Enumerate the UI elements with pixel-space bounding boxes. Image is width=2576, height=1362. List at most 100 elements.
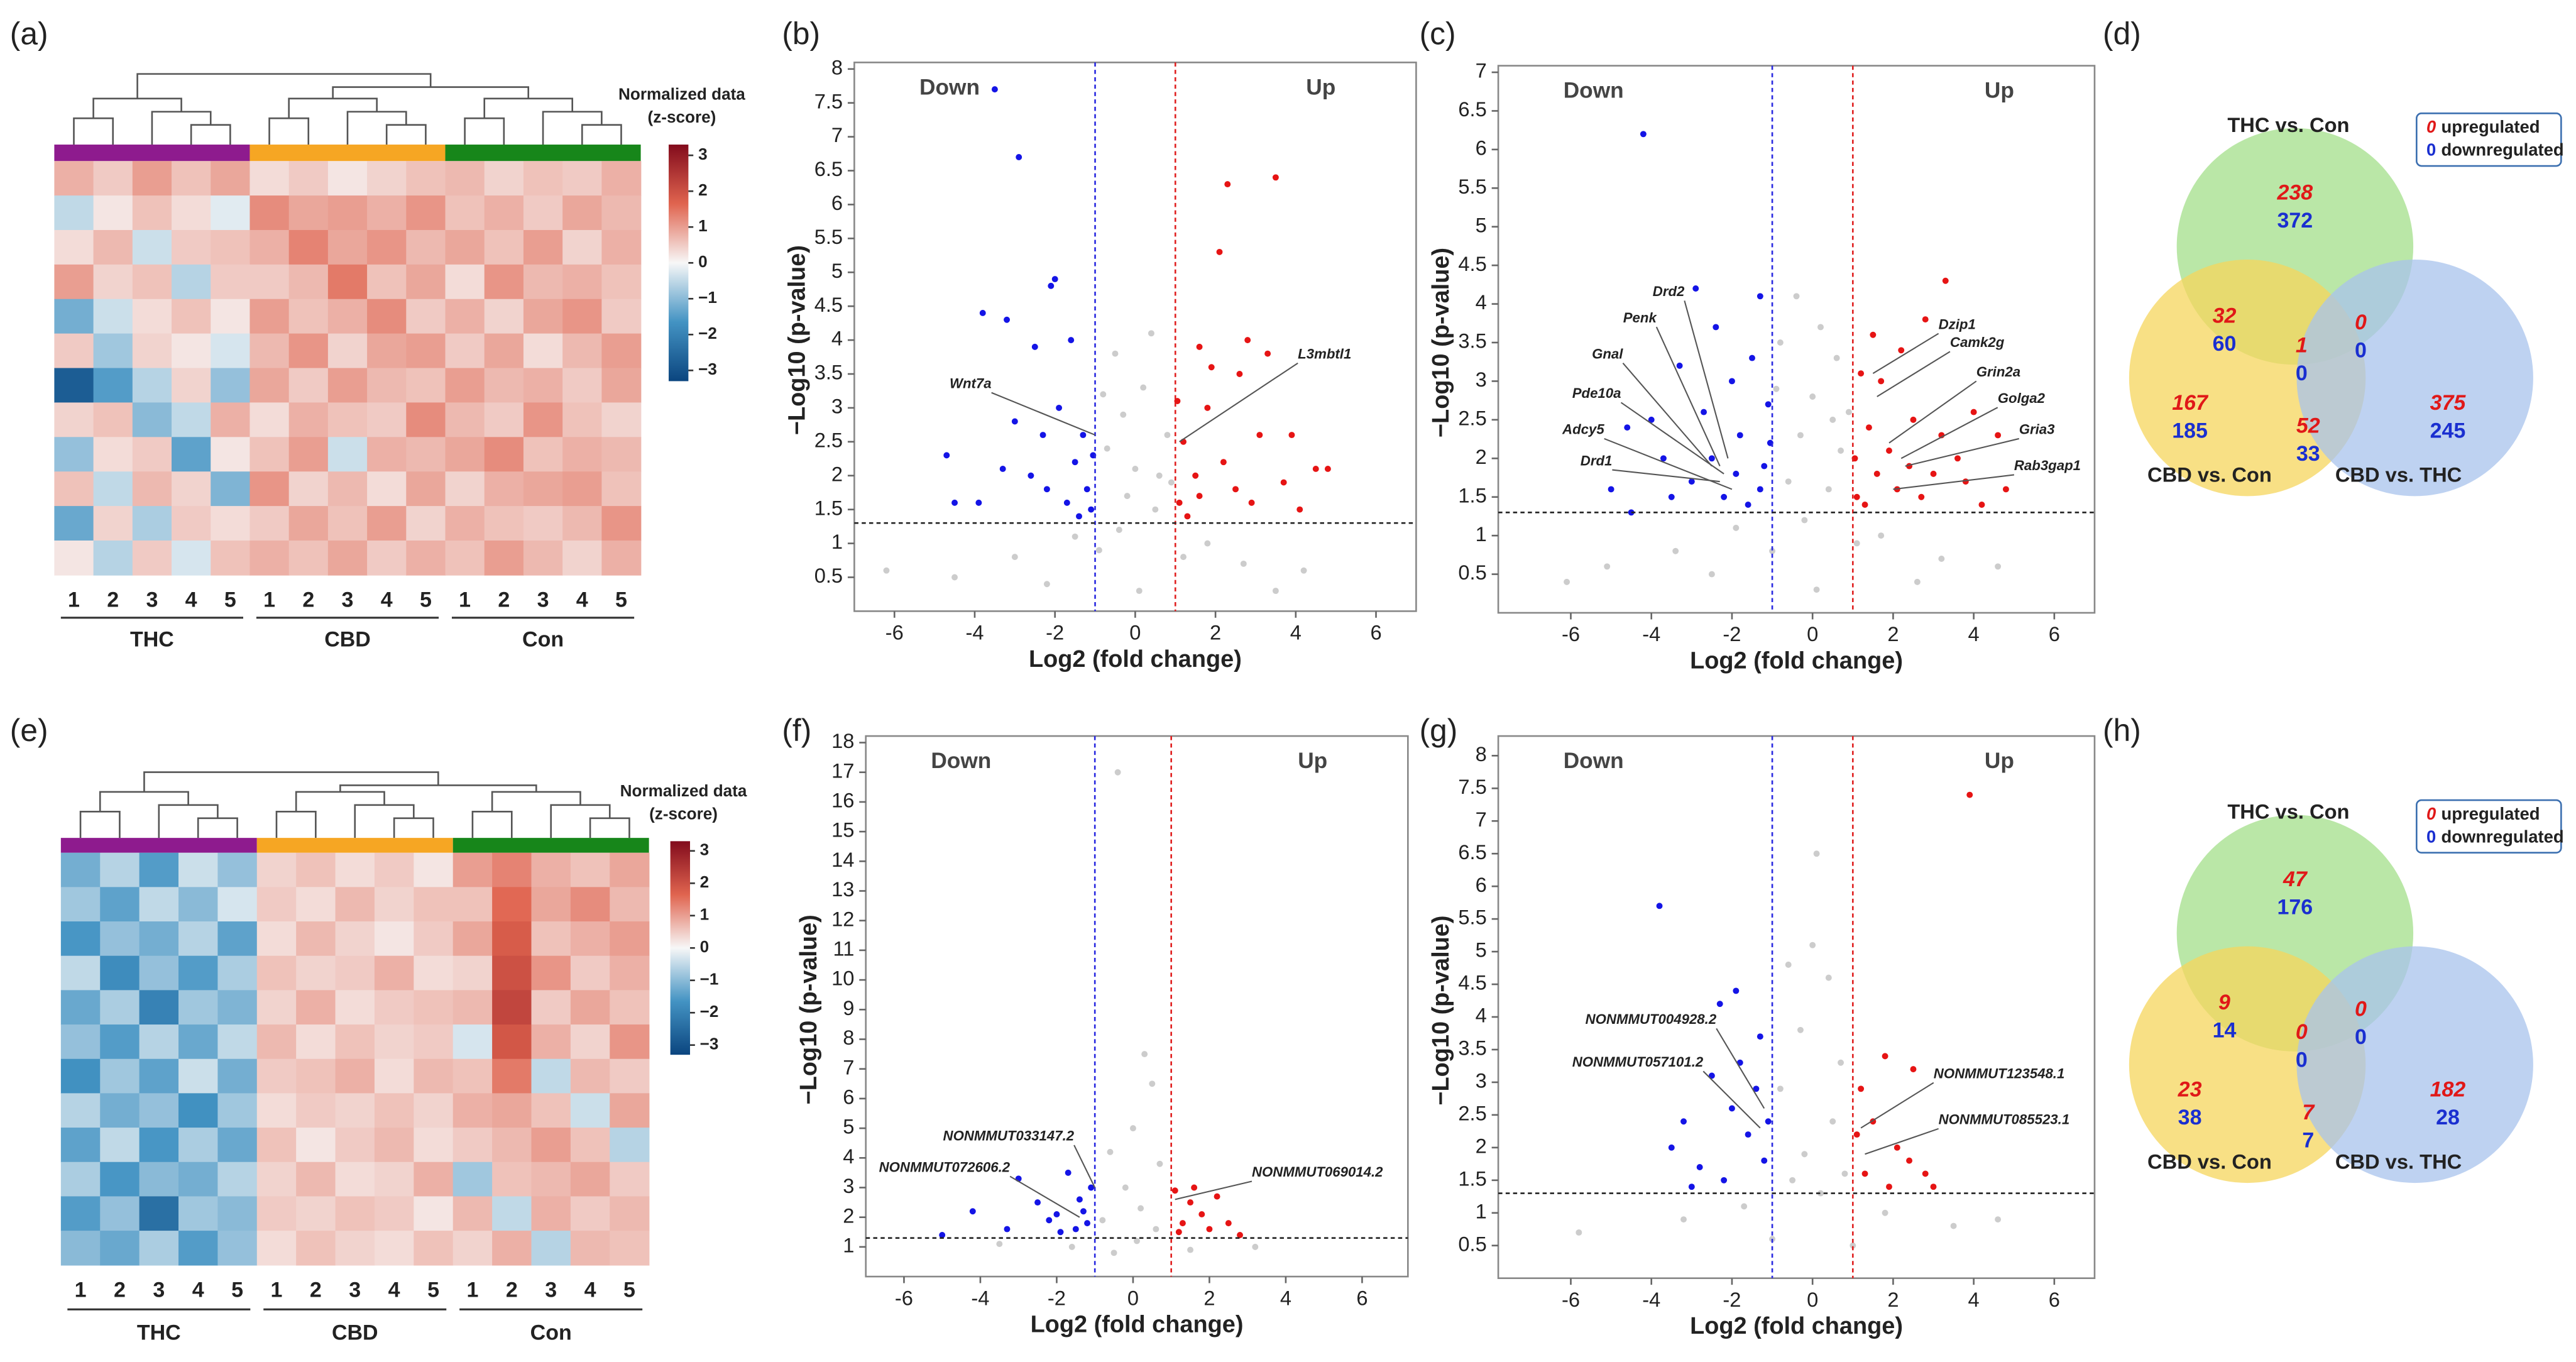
- heat-cell: [492, 1231, 532, 1266]
- heat-cell: [217, 1128, 258, 1163]
- legend-up-value: 0: [2426, 804, 2436, 823]
- heat-cell: [374, 1162, 415, 1197]
- set-label: CBD vs. THC: [2335, 463, 2462, 486]
- heat-cell: [178, 1093, 219, 1128]
- heat-cell: [178, 955, 219, 991]
- heat-cell: [256, 887, 297, 922]
- region-down: 176: [2277, 896, 2313, 920]
- heat-cell: [60, 1058, 101, 1094]
- heat-cell: [172, 541, 212, 576]
- gene-leader: [1860, 1082, 1934, 1129]
- heat-cell: [610, 1058, 650, 1094]
- gene-label: NONMMUT072606.2: [879, 1159, 1011, 1175]
- heat-cell: [484, 161, 524, 196]
- point: [1148, 330, 1154, 337]
- y-tick-label: 2.5: [1458, 407, 1486, 430]
- gene-label: Penk: [1623, 310, 1658, 326]
- heat-cell: [335, 921, 375, 957]
- y-tick-label: 8: [831, 55, 843, 79]
- set-label: CBD vs. THC: [2335, 1150, 2462, 1173]
- heat-cell: [211, 299, 251, 334]
- heat-cell: [335, 1093, 375, 1128]
- heat-cell: [256, 1093, 297, 1128]
- heat-cell: [172, 299, 212, 334]
- point: [1865, 424, 1872, 431]
- point: [1721, 493, 1728, 500]
- point: [1057, 1229, 1064, 1236]
- point: [1141, 1051, 1148, 1058]
- heat-cell: [523, 195, 563, 231]
- region-down: 0: [2296, 1048, 2308, 1072]
- gene-label: NONMMUT057101.2: [1572, 1054, 1704, 1070]
- point: [1236, 371, 1243, 377]
- point: [1080, 1208, 1087, 1215]
- point: [1216, 248, 1223, 255]
- dendrogram-branch: [464, 97, 622, 145]
- y-tick-label: 4.5: [814, 293, 843, 316]
- point: [1179, 1220, 1186, 1227]
- heat-cell: [211, 437, 251, 473]
- point: [1153, 1226, 1159, 1233]
- point: [969, 1208, 976, 1215]
- heat-cell: [601, 264, 642, 300]
- heat-cell: [93, 471, 133, 507]
- heat-cell: [610, 1196, 650, 1231]
- point: [1713, 324, 1719, 331]
- heat-cell: [531, 1024, 571, 1060]
- heat-cell: [249, 195, 290, 231]
- gene-leader: [1872, 332, 1939, 375]
- point: [996, 1241, 1003, 1248]
- colorbar-tick-label: 3: [698, 145, 708, 163]
- heat-cell: [570, 1058, 611, 1094]
- heat-cell: [172, 333, 212, 369]
- point: [1736, 432, 1743, 439]
- y-tick-label: 6.5: [1458, 840, 1486, 864]
- dendrogram-branch: [79, 791, 238, 838]
- heat-cell: [601, 541, 642, 576]
- point: [1858, 370, 1865, 377]
- gene-label: Rab3gap1: [2014, 458, 2081, 473]
- gene-label: NONMMUT123548.1: [1934, 1065, 2065, 1081]
- y-tick-label: 9: [843, 996, 854, 1019]
- point: [979, 309, 986, 316]
- point: [1324, 466, 1331, 472]
- region-down: 245: [2430, 419, 2466, 442]
- heat-cell: [445, 333, 485, 369]
- point: [1137, 1205, 1144, 1212]
- heat-cell: [610, 1231, 650, 1266]
- heat-cell: [452, 1196, 493, 1231]
- heat-cell: [452, 1093, 493, 1128]
- y-tick-label: 4.5: [1458, 971, 1486, 994]
- colorbar-tick-label: 1: [698, 216, 708, 235]
- legend-down-value: 0: [2426, 140, 2436, 160]
- legend-up-value: 0: [2426, 117, 2436, 136]
- colorbar-tick-label: −1: [698, 288, 717, 307]
- heat-cell: [601, 333, 642, 369]
- colorbar-tick-label: −2: [700, 1002, 719, 1021]
- point: [1721, 1177, 1728, 1184]
- heat-cell: [139, 1162, 179, 1197]
- gene-leader: [1604, 437, 1733, 490]
- heat-cell: [327, 299, 368, 334]
- heat-cell: [414, 921, 454, 957]
- point: [1954, 455, 1961, 462]
- point: [1753, 1085, 1760, 1092]
- heat-cell: [172, 368, 212, 404]
- heat-cell: [452, 852, 493, 888]
- column-label: 5: [623, 1278, 635, 1302]
- gene-leader: [1175, 1180, 1252, 1200]
- heat-cell: [610, 852, 650, 888]
- point: [1749, 354, 1755, 361]
- dendrogram: [73, 73, 622, 145]
- heat-cell: [100, 1093, 140, 1128]
- point: [1076, 1196, 1083, 1203]
- heat-cell: [296, 990, 336, 1025]
- point: [1825, 486, 1832, 493]
- point: [1031, 343, 1038, 350]
- heat-cell: [60, 990, 101, 1025]
- heat-cell: [256, 852, 297, 888]
- heat-cell: [93, 161, 133, 196]
- heat-cell: [492, 1024, 532, 1060]
- y-tick-label: 5.5: [1458, 906, 1486, 929]
- point: [1922, 1170, 1929, 1177]
